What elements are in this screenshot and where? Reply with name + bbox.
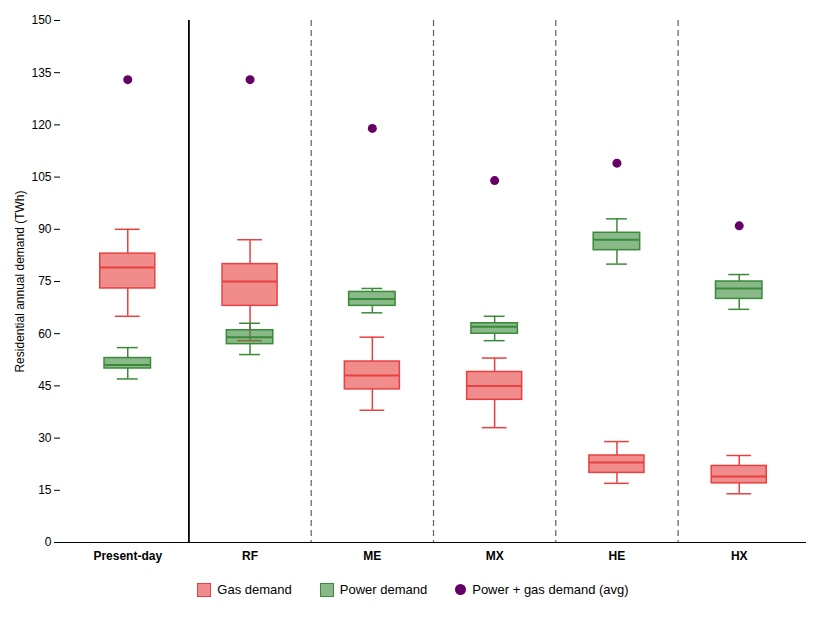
- svg-text:45: 45: [38, 379, 52, 393]
- svg-text:135: 135: [31, 66, 51, 80]
- svg-text:90: 90: [38, 222, 52, 236]
- svg-text:HX: HX: [731, 549, 748, 563]
- svg-text:ME: ME: [363, 549, 381, 563]
- svg-text:15: 15: [38, 483, 52, 497]
- svg-text:120: 120: [31, 118, 51, 132]
- svg-text:Present-day: Present-day: [93, 549, 162, 563]
- svg-text:150: 150: [31, 13, 51, 27]
- svg-text:75: 75: [38, 274, 52, 288]
- svg-text:MX: MX: [486, 549, 504, 563]
- svg-text:30: 30: [38, 431, 52, 445]
- svg-text:RF: RF: [242, 549, 258, 563]
- svg-text:105: 105: [31, 170, 51, 184]
- svg-text:HE: HE: [609, 549, 626, 563]
- html-text:Power demand: Power demand: [339, 582, 428, 597]
- svg-text:60: 60: [38, 327, 52, 341]
- html-text:Power + gas demand (avg): Power + gas demand (avg): [472, 582, 629, 597]
- svg-text:Residential annual demand (TWh: Residential annual demand (TWh): [13, 190, 27, 372]
- html-text:Gas demand: Gas demand: [217, 582, 292, 597]
- svg-text:0: 0: [45, 535, 52, 549]
